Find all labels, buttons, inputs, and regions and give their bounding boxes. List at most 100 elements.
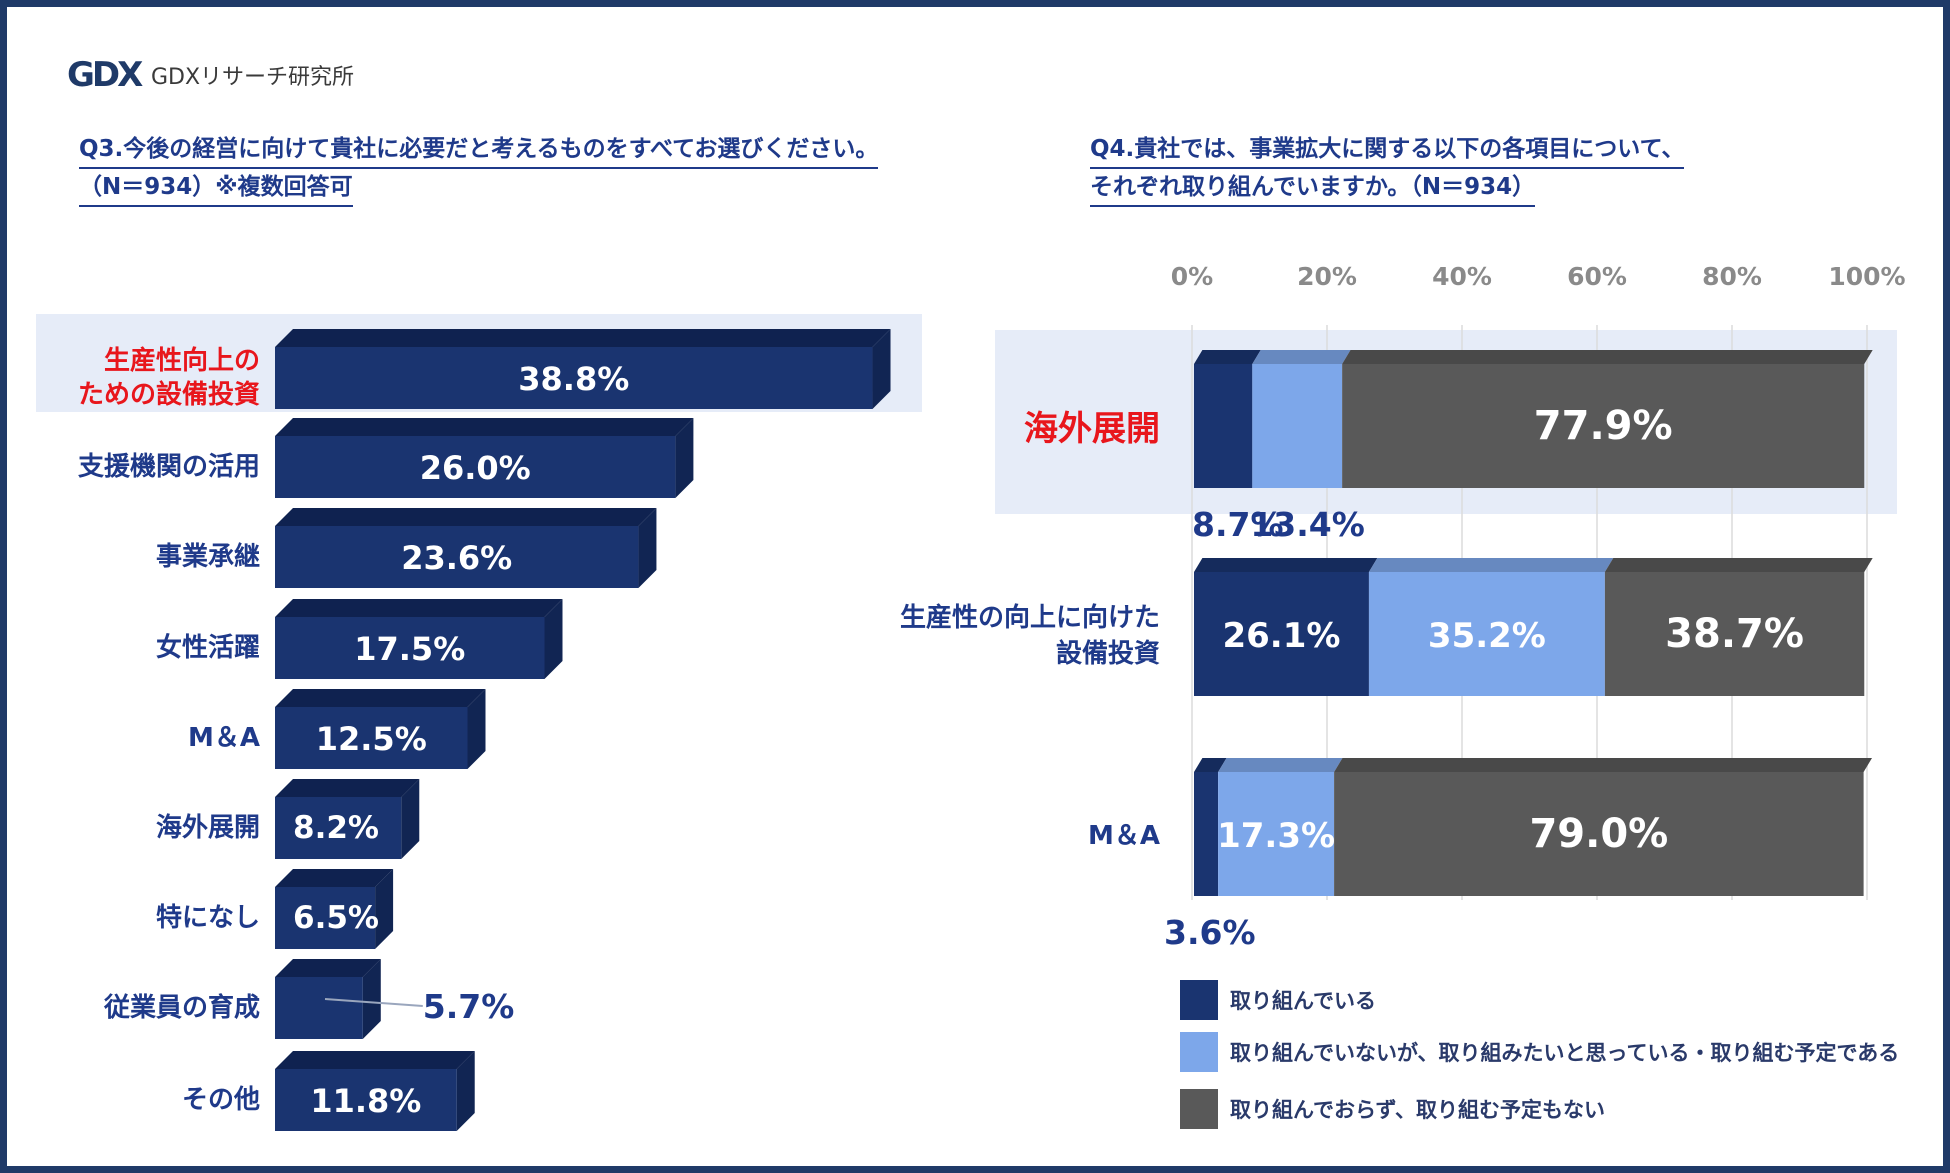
q3-value-label: 12.5% — [316, 720, 427, 758]
q4-segment-top — [1194, 350, 1261, 364]
q4-bar-segment — [1194, 364, 1253, 488]
q3-bar-side — [375, 869, 394, 949]
q4-axis-tick-label: 20% — [1297, 262, 1357, 291]
q3-title-line1: Q3.今後の経営に向けて貴社に必要だと考えるものをすべてお選びください。 — [79, 131, 879, 169]
q4-segment-group — [1252, 350, 1351, 488]
q4-segment-top — [1334, 758, 1873, 772]
q4-axis-tick-label: 0% — [1171, 262, 1213, 291]
q3-bar-top — [275, 779, 420, 797]
q3-bar — [275, 436, 676, 498]
legend-item: 取り組んでいる — [1180, 980, 1376, 1020]
q4-value-label: 17.3% — [1217, 816, 1335, 856]
q3-bar-top — [275, 689, 486, 707]
q4-bar-segment — [1218, 772, 1335, 896]
q3-bar-group — [275, 869, 394, 949]
legend-label: 取り組んでいないが、取り組みたいと思っている・取り組む予定である — [1230, 1041, 1900, 1065]
q4-segment-top — [1218, 758, 1343, 772]
q3-category-label: 生産性向上のための設備投資 — [78, 345, 260, 410]
q3-bar-top — [275, 959, 381, 977]
q4-segment-group — [1194, 350, 1261, 488]
legend-label: 取り組んでおらず、取り組む予定もない — [1230, 1098, 1606, 1122]
legend-swatch — [1180, 1089, 1218, 1129]
q3-bar — [275, 797, 402, 859]
legend-swatch — [1180, 980, 1218, 1020]
q4-value-label: 13.4% — [1250, 505, 1365, 544]
q4-value-label: 3.6% — [1164, 913, 1256, 952]
q4-segment-group — [1218, 758, 1343, 896]
q3-leader-line — [324, 998, 423, 1007]
q3-bar-side — [675, 418, 694, 498]
q3-bar-chart: 生産性向上のための設備投資 38.8% 支援機関の活用 26.0% 事業承継 23.6% 女… — [36, 314, 922, 1131]
q4-segment-top — [1342, 350, 1873, 364]
q3-bar-group — [275, 599, 563, 679]
q4-title-line2: それぞれ取り組んでいますか。（N＝934） — [1090, 169, 1536, 207]
q4-segment-group — [1334, 758, 1873, 896]
q3-value-label: 8.2% — [293, 810, 379, 846]
q3-category-label: 事業承継 — [156, 541, 260, 572]
q3-bar — [275, 617, 545, 679]
q3-bar-side — [467, 689, 486, 769]
svg-text:GDX: GDX — [67, 55, 143, 93]
q4-value-label: 79.0% — [1529, 811, 1668, 857]
q4-segment-group — [1194, 758, 1227, 896]
q3-category-label: 支援機関の活用 — [78, 452, 260, 482]
q3-bar — [275, 887, 376, 949]
q4-segment-top — [1604, 558, 1873, 572]
q3-bar-side — [638, 508, 657, 588]
q3-bar — [275, 1069, 457, 1131]
q4-axis-tick-label: 80% — [1702, 262, 1762, 291]
q3-value-label: 11.8% — [310, 1082, 421, 1120]
q4-axis-tick-label: 100% — [1828, 262, 1905, 291]
q3-value-label: 26.0% — [420, 449, 531, 487]
q4-category-label: 生産性の向上に向けた設備投資 — [900, 602, 1160, 669]
q3-bar-side — [872, 329, 891, 409]
q4-segment-group — [1194, 558, 1378, 696]
q3-bar-side — [362, 959, 381, 1039]
q3-bar-top — [275, 1051, 475, 1069]
q3-bar — [275, 526, 639, 588]
q3-value-label: 6.5% — [293, 900, 379, 936]
q3-bar-top — [275, 508, 657, 526]
legend-swatch — [1180, 1032, 1218, 1072]
q4-segment-top — [1194, 758, 1227, 772]
q4-title-line1: Q4.貴社では、事業拡大に関する以下の各項目について、 — [1090, 131, 1685, 169]
q3-value-label: 5.7% — [423, 987, 515, 1026]
gdx-logo-icon: GDX — [67, 55, 146, 93]
q4-segment-top — [1368, 558, 1614, 572]
q3-bar-side — [456, 1051, 475, 1131]
q3-bar-group — [275, 508, 657, 588]
q3-bar — [275, 977, 363, 1039]
q4-segment-top — [1252, 350, 1351, 364]
legend-label: 取り組んでいる — [1230, 989, 1376, 1013]
q3-category-label: 従業員の育成 — [103, 992, 260, 1023]
q3-value-label: 17.5% — [354, 630, 465, 668]
q4-value-label: 8.7% — [1192, 505, 1284, 544]
q4-bar-segment — [1368, 572, 1605, 696]
q4-value-label: 26.1% — [1222, 616, 1340, 656]
q4-segment-group — [1368, 558, 1614, 696]
q3-category-label: 女性活躍 — [156, 632, 260, 663]
q3-bar-side — [401, 779, 420, 859]
q4-value-label: 38.7% — [1665, 611, 1804, 657]
q3-bar-top — [275, 329, 891, 347]
q3-value-label: 38.8% — [518, 360, 629, 398]
q4-segment-group — [1342, 350, 1873, 488]
q3-category-label: 特になし — [156, 902, 260, 933]
legend-item: 取り組んでいないが、取り組みたいと思っている・取り組む予定である — [1180, 1032, 1899, 1072]
q3-bar-top — [275, 418, 694, 436]
q4-bar-segment — [1342, 364, 1865, 488]
q4-category-label: M＆A — [1088, 821, 1160, 851]
q3-bar — [275, 347, 873, 409]
q3-category-label: その他 — [182, 1085, 260, 1115]
q3-question-title: Q3.今後の経営に向けて貴社に必要だと考えるものをすべてお選びください。 （N＝… — [79, 131, 879, 207]
q4-value-label: 35.2% — [1428, 616, 1546, 656]
logo-text: GDXリサーチ研究所 — [151, 65, 355, 90]
q4-bar-segment — [1194, 772, 1219, 896]
q4-segment-group — [1604, 558, 1873, 696]
q3-title-line2: （N＝934）※複数回答可 — [79, 169, 353, 207]
q3-bar-group — [275, 959, 381, 1039]
q4-category-label: 海外展開 — [1024, 409, 1160, 449]
q4-bar-segment — [1194, 572, 1369, 696]
legend-item: 取り組んでおらず、取り組む予定もない — [1180, 1089, 1605, 1129]
